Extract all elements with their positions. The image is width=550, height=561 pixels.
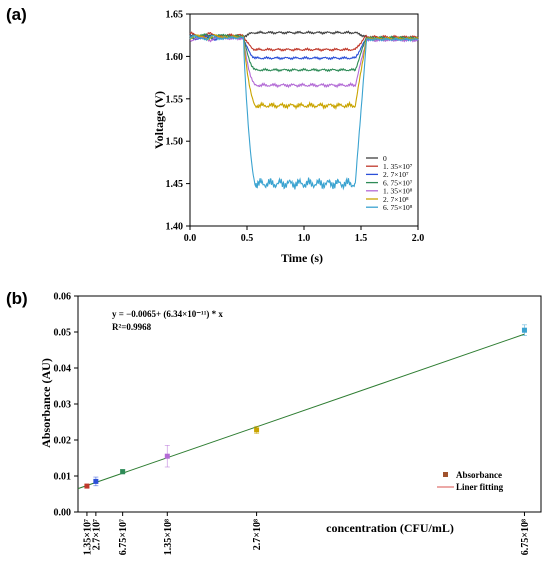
data-point bbox=[84, 483, 90, 489]
panel-b-x-tick-label: 1.35×10⁸ bbox=[163, 519, 174, 555]
panel-a-y-tick-label: 1.50 bbox=[166, 137, 184, 148]
data-point bbox=[93, 478, 99, 484]
panel-a-legend-label: 6. 75×10⁷ bbox=[383, 178, 413, 187]
panel-a-y-tick-label: 1.45 bbox=[166, 179, 184, 190]
panel-a-series-line bbox=[189, 34, 419, 191]
panel-a-legend-label: 6. 75×10⁸ bbox=[383, 203, 413, 212]
panel-a-x-tick-label: 2.0 bbox=[412, 233, 425, 244]
data-point bbox=[254, 427, 260, 433]
panel-b-plot: 0.000.010.020.030.040.050.061.35×10⁷2.7×… bbox=[54, 292, 542, 555]
panel-a-x-axis-title: Time (s) bbox=[281, 251, 323, 265]
panel-b-y-tick-label: 0.02 bbox=[54, 436, 72, 447]
panel-b-x-tick-label: 2.7×10⁸ bbox=[252, 519, 263, 550]
panel-b-y-tick-label: 0.03 bbox=[54, 400, 72, 411]
panel-a-label: (a) bbox=[6, 5, 27, 24]
fit-line bbox=[77, 333, 525, 490]
panel-a-y-tick-label: 1.40 bbox=[166, 222, 184, 233]
panel-a-legend-label: 0 bbox=[383, 154, 387, 163]
legend-fit-label: Liner fitting bbox=[456, 482, 504, 492]
panel-a-legend-label: 1. 35×10⁸ bbox=[383, 187, 413, 196]
panel-a-y-tick-label: 1.55 bbox=[166, 94, 184, 105]
data-point bbox=[120, 469, 126, 475]
panel-b-x-tick-label: 6.75×10⁸ bbox=[520, 519, 531, 555]
panel-b-y-tick-label: 0.04 bbox=[54, 364, 72, 375]
panel-b-x-tick-label: 6.75×10⁷ bbox=[118, 519, 129, 555]
panel-a-x-tick-label: 0.0 bbox=[184, 233, 197, 244]
panel-b-x-tick-label: 2.7×10⁷ bbox=[91, 519, 102, 550]
panel-a-y-tick-label: 1.60 bbox=[166, 52, 184, 63]
panel-a-series-line bbox=[189, 35, 419, 89]
legend-absorbance-label: Absorbance bbox=[456, 470, 502, 480]
fit-r-squared: R²=0.9968 bbox=[112, 322, 152, 332]
data-point bbox=[164, 453, 170, 459]
panel-b-x-tick-label: 1.35×10⁷ bbox=[82, 519, 93, 555]
panel-a-series-line bbox=[189, 33, 419, 111]
panel-b-y-tick-label: 0.05 bbox=[54, 328, 72, 339]
panel-b-label: (b) bbox=[6, 289, 28, 308]
panel-a-x-tick-label: 1.0 bbox=[298, 233, 311, 244]
panel-a-x-tick-label: 1.5 bbox=[355, 233, 368, 244]
fit-equation: y = −0.0065+ (6.34×10⁻¹¹) * x bbox=[112, 309, 223, 319]
panel-b-y-tick-label: 0.00 bbox=[54, 508, 72, 519]
panel-b-y-axis-title: Absorbance (AU) bbox=[39, 358, 53, 448]
legend-absorbance-marker bbox=[443, 472, 448, 477]
panel-a-plot: 0.0 0.5 1.0 1.5 2.0 1.40 1.45 1.50 1.55 1.60 1.65 0… bbox=[166, 10, 425, 245]
panel-a-legend-label: 2. 7×10⁸ bbox=[383, 195, 409, 204]
panel-a-legend-label: 2. 7×10⁷ bbox=[383, 170, 409, 179]
panel-b-y-tick-label: 0.01 bbox=[54, 472, 72, 483]
panel-a-x-tick-label: 0.5 bbox=[241, 233, 254, 244]
data-point bbox=[521, 327, 527, 333]
panel-a-y-tick-label: 1.65 bbox=[166, 10, 184, 21]
panel-a-legend-label: 1. 35×10⁷ bbox=[383, 162, 413, 171]
panel-b-x-axis-title: concentration (CFU/mL) bbox=[326, 521, 454, 535]
panel-b-y-tick-label: 0.06 bbox=[54, 292, 72, 303]
panel-a-y-axis-title: Voltage (V) bbox=[152, 91, 166, 149]
